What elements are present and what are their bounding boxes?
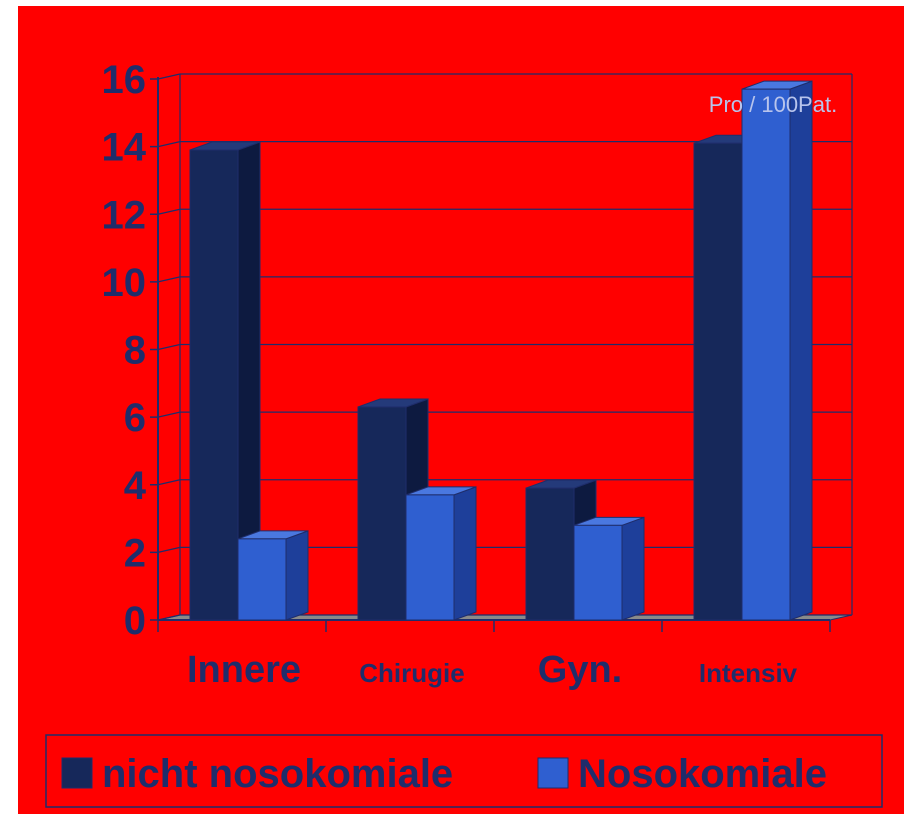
gridline-side — [157, 411, 181, 418]
bar-nosokomiale-chirugie — [405, 494, 455, 621]
legend: nicht nosokomiale Nosokomiale — [45, 734, 883, 808]
y-tick-label: 12 — [102, 193, 147, 237]
gridline-side — [157, 479, 181, 486]
legend-label: nicht nosokomiale — [102, 752, 453, 796]
y-tick-label: 10 — [102, 261, 147, 305]
y-tick-label: 2 — [124, 531, 146, 575]
bar-nosokomiale-gyn — [573, 524, 623, 621]
gridline-side — [157, 208, 181, 215]
y-tick-label: 6 — [124, 396, 146, 440]
legend-swatch — [61, 757, 93, 789]
y-tick-label: 0 — [124, 599, 146, 643]
gridline-side — [157, 546, 181, 553]
legend-swatch — [537, 757, 569, 789]
legend-label: Nosokomiale — [578, 752, 827, 796]
gridline-side — [157, 73, 181, 80]
bar-nicht-nosokomiale-intensiv — [693, 142, 743, 621]
gridline-side — [157, 141, 181, 148]
bar-nosokomiale-innere — [237, 538, 287, 621]
unit-annotation: Pro / 100Pat. — [709, 92, 837, 117]
bar-nicht-nosokomiale-chirugie — [357, 406, 407, 621]
bar-side — [285, 530, 309, 621]
bar-nosokomiale-intensiv — [741, 88, 791, 621]
bar-nicht-nosokomiale-innere — [189, 149, 239, 621]
y-tick-label: 14 — [102, 126, 147, 170]
y-tick-label: 16 — [102, 58, 147, 102]
label-layer: 0 2 4 6 8 10 12 14 16 Innere Chirugie Gyn. Intensiv — [102, 58, 798, 691]
y-tick-label: 8 — [124, 329, 146, 373]
chart-area: 0 2 4 6 8 10 12 14 16 Innere Chirugie Gyn. Intensiv … — [18, 6, 904, 814]
x-category-label: Intensiv — [699, 658, 798, 688]
gridline-side — [157, 343, 181, 351]
x-category-label: Gyn. — [538, 649, 622, 691]
x-category-label: Innere — [187, 649, 301, 691]
gridline-side — [157, 276, 181, 283]
bar-layer — [189, 80, 813, 621]
y-tick-label: 4 — [124, 464, 147, 508]
legend-box — [45, 734, 883, 808]
bar-side — [621, 516, 645, 621]
bar-side — [789, 80, 813, 621]
bar-side — [453, 486, 477, 621]
x-category-label: Chirugie — [359, 658, 464, 688]
bar-nicht-nosokomiale-gyn — [525, 487, 575, 621]
